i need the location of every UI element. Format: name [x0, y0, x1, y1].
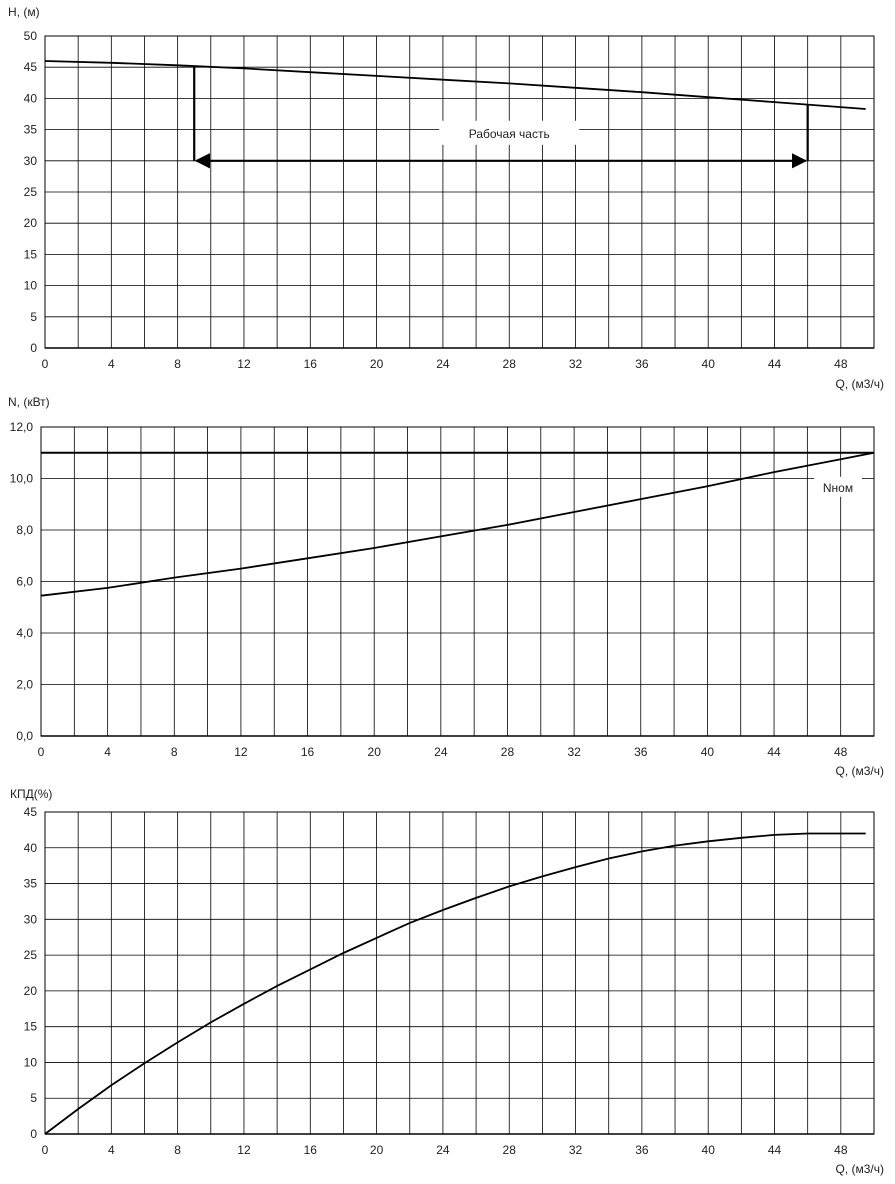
y-tick-label: 10	[24, 1055, 38, 1069]
x-tick-label: 44	[767, 745, 781, 759]
operating-range-label-bg	[439, 120, 580, 145]
y-tick-label: 0	[30, 341, 37, 355]
x-axis-label: Q, (м3/ч)	[835, 1162, 884, 1176]
y-tick-label: 30	[24, 154, 38, 168]
x-tick-label: 8	[174, 357, 181, 371]
x-tick-label: 24	[436, 357, 450, 371]
y-tick-label: 40	[24, 841, 38, 855]
x-tick-label: 40	[702, 1143, 716, 1157]
y-tick-label: 45	[24, 805, 38, 819]
x-tick-label: 16	[301, 745, 315, 759]
operating-range-label: Рабочая часть	[469, 127, 550, 141]
y-tick-label: 25	[24, 948, 38, 962]
y-axis-label: КПД(%)	[10, 787, 52, 801]
nominal-power-label: Nном	[823, 481, 853, 495]
x-tick-label: 20	[370, 1143, 384, 1157]
y-tick-label: 30	[24, 912, 38, 926]
x-tick-label: 44	[768, 1143, 782, 1157]
x-tick-label: 0	[38, 745, 45, 759]
y-tick-label: 10,0	[10, 472, 34, 486]
y-tick-label: 40	[24, 91, 38, 105]
y-tick-label: 0	[30, 1127, 37, 1141]
x-tick-label: 40	[702, 357, 716, 371]
series-line	[44, 832, 866, 1135]
x-tick-label: 36	[635, 1143, 649, 1157]
y-tick-label: 10	[24, 279, 38, 293]
x-tick-label: 16	[304, 1143, 318, 1157]
y-tick-label: 2,0	[16, 678, 33, 692]
x-tick-label: 12	[234, 745, 248, 759]
y-tick-label: 4,0	[16, 626, 33, 640]
y-tick-label: 35	[24, 877, 38, 891]
x-axis-label: Q, (м3/ч)	[835, 377, 884, 391]
y-tick-label: 15	[24, 1020, 38, 1034]
x-tick-label: 0	[42, 357, 49, 371]
y-tick-label: 20	[24, 984, 38, 998]
x-tick-label: 8	[171, 745, 178, 759]
x-tick-label: 28	[503, 1143, 517, 1157]
plot-frame	[44, 811, 875, 1135]
x-tick-label: 48	[834, 357, 848, 371]
y-tick-label: 12,0	[10, 420, 34, 434]
x-tick-label: 0	[42, 1143, 49, 1157]
x-tick-label: 16	[304, 357, 318, 371]
y-tick-label: 6,0	[16, 575, 33, 589]
series-line	[40, 451, 875, 597]
x-tick-label: 24	[434, 745, 448, 759]
power-chart: 0,02,04,06,08,010,012,00 4 8 12 16 20 24 28 32 36…	[8, 395, 884, 778]
y-tick-label: 5	[30, 1091, 37, 1105]
x-tick-label: 44	[768, 357, 782, 371]
x-tick-label: 28	[501, 745, 515, 759]
y-axis-label: H, (м)	[8, 5, 40, 19]
y-tick-label: 25	[24, 185, 38, 199]
y-tick-label: 20	[24, 216, 38, 230]
x-tick-label: 32	[567, 745, 581, 759]
y-tick-label: 5	[30, 310, 37, 324]
x-tick-label: 4	[108, 357, 115, 371]
x-tick-label: 32	[569, 1143, 583, 1157]
x-tick-label: 32	[569, 357, 583, 371]
x-tick-label: 12	[237, 1143, 251, 1157]
x-tick-label: 24	[436, 1143, 450, 1157]
x-axis-label: Q, (м3/ч)	[835, 764, 884, 778]
x-tick-label: 36	[634, 745, 648, 759]
x-tick-label: 20	[370, 357, 384, 371]
x-tick-label: 48	[834, 1143, 848, 1157]
y-tick-label: 50	[24, 29, 38, 43]
x-tick-label: 4	[104, 745, 111, 759]
x-tick-label: 48	[834, 745, 848, 759]
y-tick-label: 15	[24, 247, 38, 261]
y-tick-label: 8,0	[16, 523, 33, 537]
y-tick-label: 35	[24, 123, 38, 137]
y-tick-label: 0,0	[16, 729, 33, 743]
x-tick-label: 28	[503, 357, 517, 371]
y-axis-label: N, (кВт)	[8, 395, 50, 409]
x-tick-label: 40	[701, 745, 715, 759]
x-tick-label: 8	[174, 1143, 181, 1157]
series-line	[44, 60, 866, 110]
x-tick-label: 4	[108, 1143, 115, 1157]
x-tick-label: 36	[635, 357, 649, 371]
x-tick-label: 20	[368, 745, 382, 759]
y-tick-label: 45	[24, 60, 38, 74]
nominal-power-label-bg	[814, 476, 862, 497]
x-tick-label: 12	[237, 357, 251, 371]
